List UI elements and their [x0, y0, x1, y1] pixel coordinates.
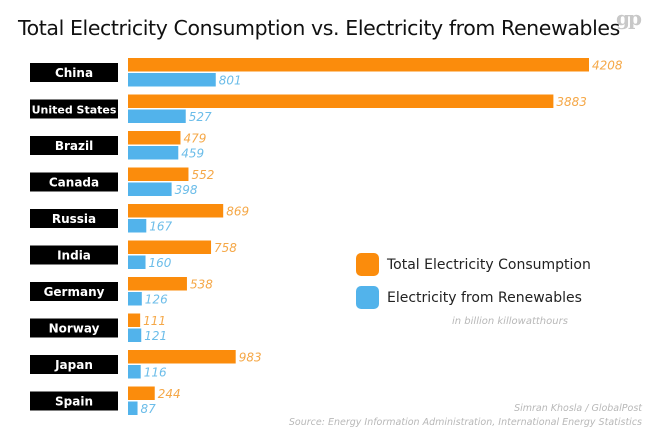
- bar-total: [128, 204, 224, 218]
- country-label-box: [30, 172, 118, 192]
- data-label: 552: [191, 168, 214, 182]
- data-label: 121: [144, 329, 167, 343]
- bar-renewables: [128, 109, 186, 123]
- data-label: 167: [149, 220, 172, 234]
- country-label-box: [30, 282, 118, 301]
- legend-swatch-blue: [356, 286, 379, 309]
- country-label: United States: [32, 104, 117, 117]
- bar-renewables: [128, 365, 141, 379]
- country-label-box: [30, 136, 118, 155]
- bar-renewables: [128, 328, 142, 342]
- bar-total: [128, 131, 181, 145]
- data-label: 87: [141, 402, 157, 416]
- legend-item-total: Total Electricity Consumption: [356, 253, 591, 276]
- bar-total: [128, 386, 155, 400]
- country-label-box: [30, 209, 118, 228]
- country-label-box: [30, 245, 118, 265]
- bar-total: [128, 240, 212, 254]
- data-label: 869: [226, 205, 249, 219]
- bar-renewables: [128, 219, 147, 233]
- globalpost-logo: gp: [616, 6, 642, 30]
- chart-title: Total Electricity Consumption vs. Electr…: [18, 16, 620, 40]
- data-label: 983: [239, 351, 262, 365]
- data-label: 398: [175, 183, 198, 197]
- bar-renewables: [128, 146, 179, 160]
- bar-total: [128, 167, 189, 181]
- legend-label: Total Electricity Consumption: [387, 256, 591, 273]
- country-label: Spain: [55, 395, 93, 409]
- country-label: Germany: [44, 285, 105, 299]
- country-label-box: [30, 318, 118, 338]
- data-label: 4208: [592, 59, 623, 73]
- country-label-box: [30, 63, 118, 82]
- bar-renewables: [128, 255, 146, 269]
- legend-label: Electricity from Renewables: [387, 289, 582, 306]
- country-label: Brazil: [55, 139, 93, 153]
- country-label: Russia: [52, 212, 96, 226]
- country-label-box: [30, 391, 118, 411]
- data-label: 758: [214, 241, 237, 255]
- bar-renewables: [128, 401, 138, 415]
- data-label: 160: [149, 256, 172, 270]
- source: Source: Energy Information Administratio…: [288, 417, 642, 428]
- country-label: Norway: [49, 322, 100, 336]
- bar-total: [128, 58, 589, 72]
- data-label: 3883: [556, 95, 587, 109]
- country-label: China: [55, 66, 93, 80]
- data-label: 801: [219, 74, 242, 88]
- bar-total: [128, 277, 187, 291]
- bar-total: [128, 94, 554, 108]
- credit: Simran Khosla / GlobalPost: [514, 403, 642, 414]
- country-label: Canada: [49, 176, 99, 190]
- unit-note: in billion killowatthours: [452, 316, 568, 327]
- bar-renewables: [128, 73, 216, 87]
- bar-total: [128, 350, 236, 364]
- data-label: 126: [145, 293, 168, 307]
- legend-swatch-orange: [356, 253, 379, 276]
- data-label: 538: [190, 278, 213, 292]
- data-label: 244: [158, 387, 181, 401]
- data-label: 459: [181, 147, 204, 161]
- legend-item-renewables: Electricity from Renewables: [356, 286, 582, 309]
- data-label: 111: [143, 314, 166, 328]
- country-label-box: [30, 355, 118, 374]
- data-label: 116: [144, 366, 167, 380]
- data-label: 479: [183, 132, 206, 146]
- bar-renewables: [128, 182, 172, 196]
- bar-total: [128, 313, 141, 327]
- country-label: India: [57, 249, 91, 263]
- country-label-box: [30, 99, 118, 119]
- bar-renewables: [128, 292, 142, 306]
- country-label: Japan: [54, 358, 93, 372]
- data-label: 527: [189, 110, 212, 124]
